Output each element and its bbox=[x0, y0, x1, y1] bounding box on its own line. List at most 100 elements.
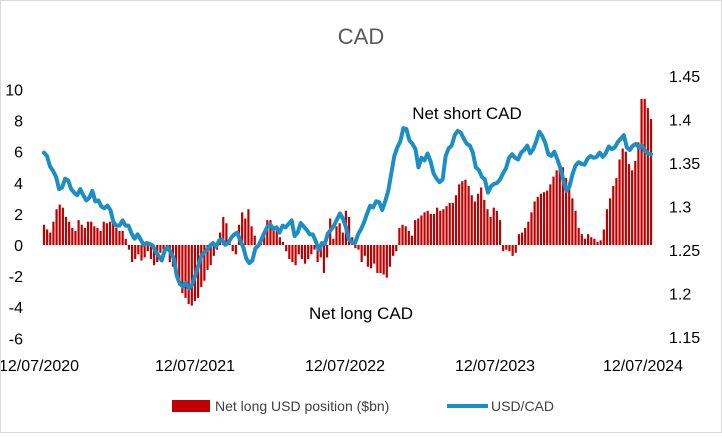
bar bbox=[385, 245, 388, 278]
bar bbox=[225, 223, 228, 245]
bar bbox=[621, 148, 624, 245]
bar bbox=[83, 227, 86, 245]
annotation-net-short: Net short CAD bbox=[412, 104, 522, 123]
bar bbox=[96, 227, 99, 245]
bar bbox=[417, 218, 420, 245]
bar bbox=[502, 245, 505, 252]
bar bbox=[536, 196, 539, 245]
bar bbox=[266, 220, 269, 245]
bar bbox=[398, 227, 401, 245]
bar bbox=[571, 198, 574, 245]
bar bbox=[55, 209, 58, 245]
bar bbox=[590, 237, 593, 245]
right-tick-label: 1.25 bbox=[669, 243, 700, 260]
usd-cad-line bbox=[42, 126, 653, 291]
bar bbox=[505, 245, 508, 250]
bar bbox=[335, 226, 338, 245]
bar bbox=[146, 245, 149, 252]
bar bbox=[388, 245, 392, 267]
bar bbox=[322, 245, 326, 273]
bar bbox=[93, 226, 96, 245]
bar bbox=[269, 220, 272, 245]
left-tick-label: -6 bbox=[9, 331, 23, 348]
bar bbox=[244, 218, 247, 245]
bar bbox=[454, 195, 458, 245]
bar bbox=[99, 231, 102, 245]
bar bbox=[209, 245, 212, 266]
bar bbox=[624, 151, 627, 245]
bar bbox=[539, 193, 543, 245]
bar bbox=[46, 229, 49, 245]
bar bbox=[347, 217, 351, 245]
bar bbox=[102, 221, 105, 245]
bar bbox=[483, 199, 486, 245]
bar bbox=[429, 213, 432, 245]
bar bbox=[382, 245, 385, 275]
bar bbox=[297, 245, 300, 255]
bar bbox=[338, 223, 341, 245]
bar bbox=[432, 213, 436, 245]
bar bbox=[407, 231, 410, 245]
bar bbox=[492, 207, 495, 245]
bar bbox=[108, 221, 112, 245]
left-tick-label: -4 bbox=[9, 300, 23, 317]
bar bbox=[615, 178, 618, 245]
x-tick-label: 12/07/2023 bbox=[455, 358, 535, 375]
bar bbox=[486, 209, 489, 245]
bar bbox=[587, 234, 590, 245]
bar bbox=[508, 245, 511, 252]
bar bbox=[568, 182, 571, 245]
bar bbox=[580, 234, 583, 245]
x-tick-label: 12/07/2022 bbox=[305, 358, 385, 375]
bar bbox=[159, 245, 162, 253]
legend-bar-label: Net long USD position ($bn) bbox=[215, 398, 389, 414]
right-axis: 1.45 1.4 1.35 1.3 1.25 1.2 1.15 bbox=[669, 69, 700, 347]
legend-line-label: USD/CAD bbox=[491, 398, 554, 414]
annotation-net-long: Net long CAD bbox=[309, 304, 413, 323]
bar bbox=[445, 206, 448, 246]
bar bbox=[649, 119, 653, 245]
bar bbox=[325, 245, 329, 258]
bar bbox=[627, 164, 631, 245]
bar bbox=[404, 226, 407, 245]
bar bbox=[200, 245, 203, 287]
bar bbox=[577, 227, 580, 245]
bar bbox=[341, 232, 344, 245]
bar bbox=[363, 245, 366, 256]
x-axis: 12/07/2020 12/07/2021 12/07/2022 12/07/2023… bbox=[0, 358, 683, 375]
bar bbox=[74, 231, 77, 245]
bar bbox=[80, 224, 83, 245]
bar bbox=[124, 238, 127, 245]
bar bbox=[555, 170, 558, 245]
bar bbox=[373, 245, 376, 264]
bar bbox=[410, 235, 414, 245]
bar bbox=[247, 209, 250, 245]
bar bbox=[593, 238, 596, 245]
x-tick-label: 12/07/2021 bbox=[155, 358, 235, 375]
bar bbox=[467, 185, 470, 245]
bar bbox=[250, 226, 253, 245]
bar bbox=[234, 245, 237, 255]
bar bbox=[118, 231, 121, 245]
right-tick-label: 1.15 bbox=[669, 330, 700, 347]
bar bbox=[134, 245, 137, 259]
bar bbox=[61, 207, 64, 245]
bar bbox=[130, 245, 134, 263]
bar bbox=[212, 245, 215, 256]
bar bbox=[401, 224, 404, 245]
bar bbox=[426, 210, 429, 245]
x-tick-label: 12/07/2024 bbox=[603, 358, 683, 375]
bar bbox=[511, 245, 514, 256]
legend: Net long USD position ($bn) USD/CAD bbox=[172, 398, 554, 414]
bar bbox=[533, 201, 536, 245]
bar-series bbox=[42, 98, 653, 306]
bar bbox=[162, 245, 165, 250]
bar bbox=[307, 245, 310, 259]
bar bbox=[602, 229, 605, 245]
bar bbox=[149, 245, 153, 259]
bar bbox=[643, 98, 646, 245]
bar bbox=[439, 210, 442, 245]
bar bbox=[634, 161, 637, 245]
bar bbox=[143, 245, 146, 258]
bar bbox=[181, 245, 184, 294]
